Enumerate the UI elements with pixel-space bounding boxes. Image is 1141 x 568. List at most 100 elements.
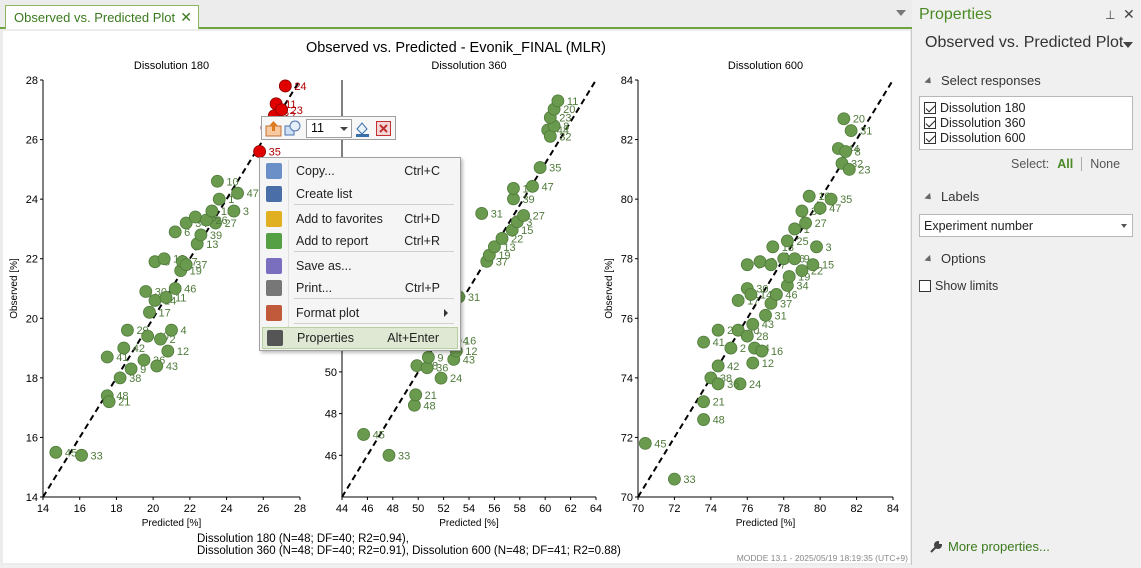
data-point (711, 359, 725, 373)
checkbox[interactable] (924, 116, 936, 129)
tab-observed-vs-predicted[interactable]: Observed vs. Predicted Plot ✕ (5, 5, 199, 29)
report-icon (266, 233, 282, 249)
point-label: 11 (567, 96, 578, 108)
properties-panel: Properties ⊥ ✕ Observed vs. Predicted Pl… (913, 0, 1141, 565)
menu-item-copy[interactable]: Copy... Ctrl+C (262, 160, 458, 182)
checkbox[interactable] (919, 280, 931, 292)
menu-item-label: Copy... (296, 164, 335, 178)
x-tick-label: 54 (463, 503, 475, 515)
response-item-dissolution-180[interactable]: Dissolution 180 (924, 100, 1025, 115)
menu-item-create-list[interactable]: Create list (262, 183, 458, 205)
checkbox[interactable] (924, 101, 936, 114)
point-label: 36 (436, 363, 448, 375)
point-label: 48 (116, 391, 128, 403)
tab-list-dropdown-icon[interactable] (896, 10, 906, 16)
point-label: 34 (796, 281, 808, 293)
data-point (746, 317, 760, 331)
data-point (434, 371, 448, 385)
data-point (113, 371, 127, 385)
menu-item-label: Print... (296, 281, 333, 295)
delete-icon[interactable] (375, 120, 392, 137)
point-label: 2 (740, 343, 746, 355)
point-label: 46 (785, 289, 797, 301)
menu-item-print[interactable]: Print... Ctrl+P (262, 277, 458, 299)
point-label: 35 (269, 146, 281, 158)
select-all-link[interactable]: All (1057, 157, 1074, 171)
close-icon[interactable]: ✕ (1123, 6, 1135, 22)
x-tick-label: 52 (437, 503, 449, 515)
data-point (137, 353, 151, 367)
section-labels[interactable]: Labels (924, 189, 979, 204)
data-point (668, 472, 681, 486)
response-item-dissolution-600[interactable]: Dissolution 600 (924, 130, 1025, 145)
point-label: 12 (177, 346, 189, 358)
menu-item-add-to-favorites[interactable]: Add to favorites Ctrl+D (262, 208, 458, 230)
data-point (49, 445, 63, 459)
x-tick-label: 26 (257, 503, 269, 515)
data-point (746, 356, 760, 370)
data-point (711, 377, 725, 391)
data-point (697, 395, 710, 409)
point-label: 42 (133, 343, 145, 355)
point-label: 35 (549, 163, 561, 175)
data-point (117, 341, 131, 355)
submenu-arrow-icon (444, 309, 448, 317)
point-label: 39 (210, 230, 222, 242)
section-options[interactable]: Options (924, 251, 986, 266)
chart-title: Dissolution 180 (134, 60, 209, 72)
shape-icon[interactable] (284, 120, 301, 137)
bring-to-front-icon[interactable] (265, 120, 282, 137)
save-icon (266, 258, 282, 274)
point-label: 37 (195, 260, 207, 272)
point-label: 10 (226, 176, 238, 188)
point-label: 30 (756, 284, 768, 296)
menu-item-label: Add to favorites (296, 212, 383, 226)
point-label: 47 (542, 181, 554, 193)
checkbox[interactable] (924, 131, 936, 144)
y-tick-label: 78 (621, 254, 633, 266)
more-properties-link[interactable]: More properties... (929, 539, 1050, 554)
select-none-link[interactable]: None (1090, 157, 1121, 171)
marker-size-combo[interactable]: 11 (306, 119, 352, 138)
data-point (253, 145, 267, 158)
data-point (159, 291, 173, 304)
data-point (551, 94, 565, 108)
show-limits-option[interactable]: Show limits (919, 279, 998, 293)
data-point (802, 189, 816, 203)
point-label: 21 (713, 397, 725, 409)
point-label: 26 (215, 215, 227, 227)
printer-icon (266, 280, 282, 296)
response-item-dissolution-360[interactable]: Dissolution 360 (924, 115, 1025, 130)
x-tick-label: 48 (387, 503, 399, 515)
menu-item-format-plot[interactable]: Format plot (262, 302, 458, 324)
menu-item-save-as[interactable]: Save as... (262, 255, 458, 277)
menu-item-add-to-report[interactable]: Add to report Ctrl+R (262, 230, 458, 252)
data-point (212, 192, 226, 206)
point-label: 7 (780, 260, 786, 272)
data-point (357, 428, 370, 441)
menu-item-properties[interactable]: Properties Alt+Enter (262, 327, 458, 349)
point-label: 24 (294, 81, 306, 93)
properties-title: Properties (919, 6, 992, 23)
data-point (697, 413, 710, 426)
plot-type-select[interactable]: Observed vs. Predicted Plot (919, 34, 1135, 58)
collapse-triangle-icon (924, 254, 934, 265)
point-label: 4 (181, 325, 187, 337)
data-point (75, 448, 88, 462)
data-point (382, 448, 396, 462)
labels-select[interactable]: Experiment number (919, 214, 1133, 237)
data-point (740, 258, 754, 272)
pin-icon[interactable]: ⊥ (1105, 8, 1116, 22)
menu-item-shortcut: Ctrl+P (404, 281, 440, 295)
tab-close-icon[interactable]: ✕ (180, 9, 192, 25)
reference-line (637, 79, 894, 498)
fill-color-icon[interactable] (354, 120, 371, 137)
data-point (770, 288, 783, 301)
point-label: 11 (175, 292, 186, 304)
point-label: 9 (140, 364, 146, 376)
point-label: 36 (727, 379, 739, 391)
x-axis-label: Predicted [%] (736, 518, 796, 529)
section-select-responses[interactable]: Select responses (924, 73, 1041, 88)
x-tick-label: 20 (147, 503, 159, 515)
data-point (744, 288, 758, 301)
